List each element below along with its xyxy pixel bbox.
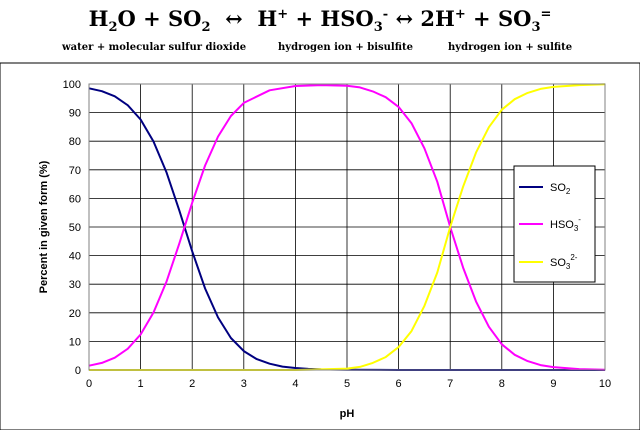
- eq-plus-3: +: [473, 6, 491, 31]
- y-tick-label: 50: [69, 222, 81, 234]
- sublabel-left: water + molecular sulfur dioxide: [62, 42, 247, 53]
- legend-label-2: HSO3-: [550, 215, 581, 233]
- eq-2h-ion: 2H+: [420, 6, 466, 31]
- x-tick-label: 9: [550, 378, 556, 390]
- y-tick-label: 90: [69, 108, 81, 120]
- x-axis-label: pH: [340, 408, 355, 420]
- eq-arrow-1: ↔: [225, 6, 243, 31]
- x-tick-label: 1: [138, 378, 144, 390]
- eq-h-ion: H+: [257, 6, 289, 31]
- sublabel-right: hydrogen ion + sulfite: [448, 42, 573, 53]
- y-tick-label: 80: [69, 136, 81, 148]
- y-tick-label: 100: [63, 79, 81, 91]
- y-tick-label: 20: [69, 308, 81, 320]
- series-line-2: [88, 84, 606, 371]
- y-tick-label: 60: [69, 193, 81, 205]
- legend-label-1: SO2: [550, 182, 571, 196]
- x-tick-label: 5: [344, 378, 350, 390]
- x-tick-label: 10: [599, 378, 611, 390]
- x-tick-label: 7: [447, 378, 453, 390]
- sublabel-middle: hydrogen ion + bisulfite: [278, 42, 413, 53]
- eq-so3: SO3=: [497, 6, 552, 36]
- y-tick-label: 40: [69, 251, 81, 263]
- x-tick-label: 4: [292, 378, 298, 390]
- eq-plus-2: +: [295, 6, 314, 31]
- equation-title: H2O + SO2 ↔ H+ + HSO3- ↔ 2H+ + SO3=: [0, 6, 640, 35]
- x-tick-label: 8: [499, 378, 505, 390]
- y-axis-label: Percent in given form (%): [38, 160, 50, 293]
- y-tick-label: 70: [69, 165, 81, 177]
- x-tick-label: 3: [241, 378, 247, 390]
- y-tick-label: 10: [69, 336, 81, 348]
- eq-arrow-2: ↔: [395, 6, 414, 31]
- eq-h2o: H2O: [88, 6, 136, 36]
- legend-label-3: SO32-: [550, 253, 578, 271]
- x-tick-label: 2: [189, 378, 195, 390]
- y-tick-label: 30: [69, 279, 81, 291]
- y-tick-label: 0: [75, 365, 81, 377]
- legend: SO2 HSO3- SO32-: [513, 165, 596, 283]
- plot-border: [88, 83, 606, 371]
- x-tick-label: 0: [86, 378, 92, 390]
- x-tick-label: 6: [396, 378, 402, 390]
- eq-plus-1: +: [143, 6, 161, 31]
- eq-hso3: HSO3-: [320, 6, 389, 36]
- eq-so2: SO2: [168, 6, 211, 36]
